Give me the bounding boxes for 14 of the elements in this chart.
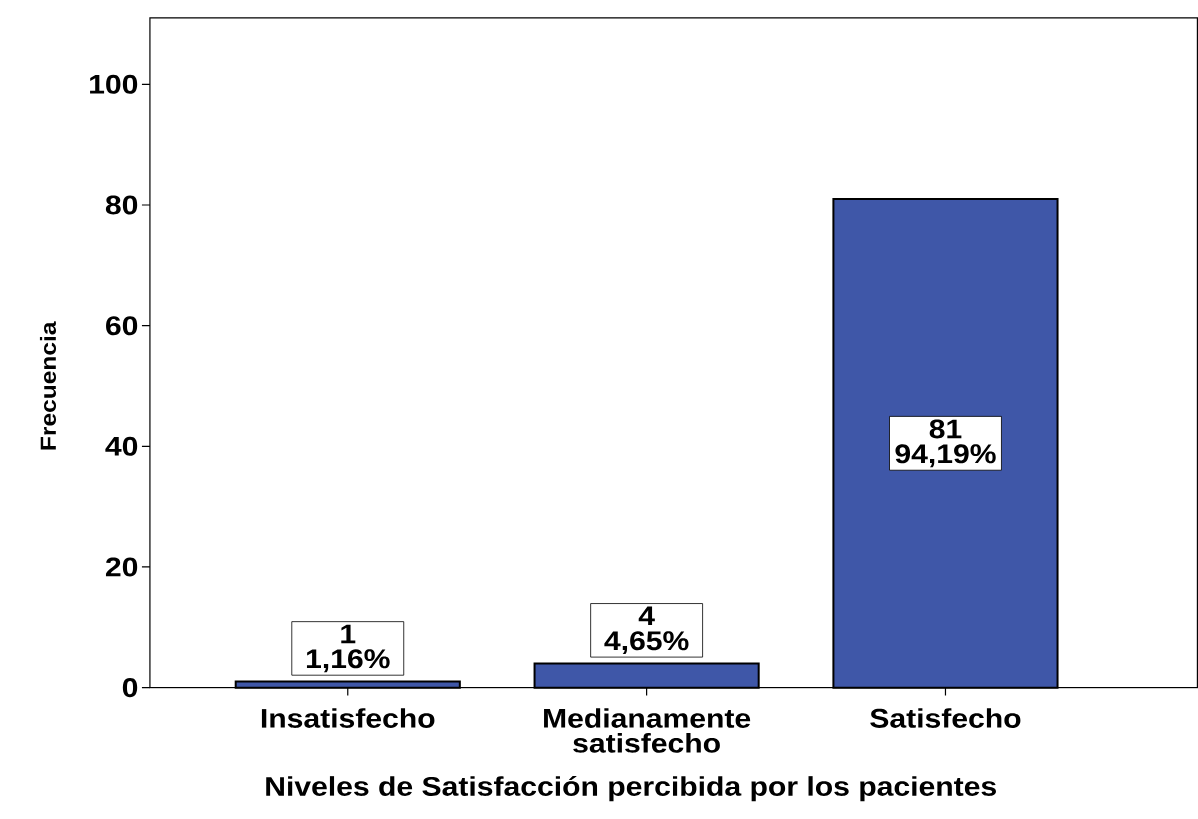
data-label: 4 4,65% bbox=[604, 606, 689, 655]
x-tick-label: Satisfecho bbox=[870, 708, 1021, 729]
x-tick-label: Medianamente satisfecho bbox=[544, 708, 751, 753]
y-tick-label: 80 bbox=[105, 195, 138, 215]
y-tick-label: 20 bbox=[105, 557, 138, 577]
y-tick-label: 100 bbox=[90, 75, 138, 95]
x-axis-title: Niveles de Satisfacción percibida por los pacientes bbox=[266, 776, 996, 802]
data-label: 1 1,16% bbox=[306, 624, 390, 673]
y-axis-title: Frecuencia bbox=[39, 321, 57, 450]
x-tick-label: Insatisfecho bbox=[261, 708, 435, 729]
y-tick-label: 60 bbox=[106, 316, 138, 336]
y-tick-label: 0 bbox=[122, 678, 138, 698]
data-label: 81 94,19% bbox=[895, 419, 996, 468]
y-tick-label: 40 bbox=[105, 437, 138, 457]
